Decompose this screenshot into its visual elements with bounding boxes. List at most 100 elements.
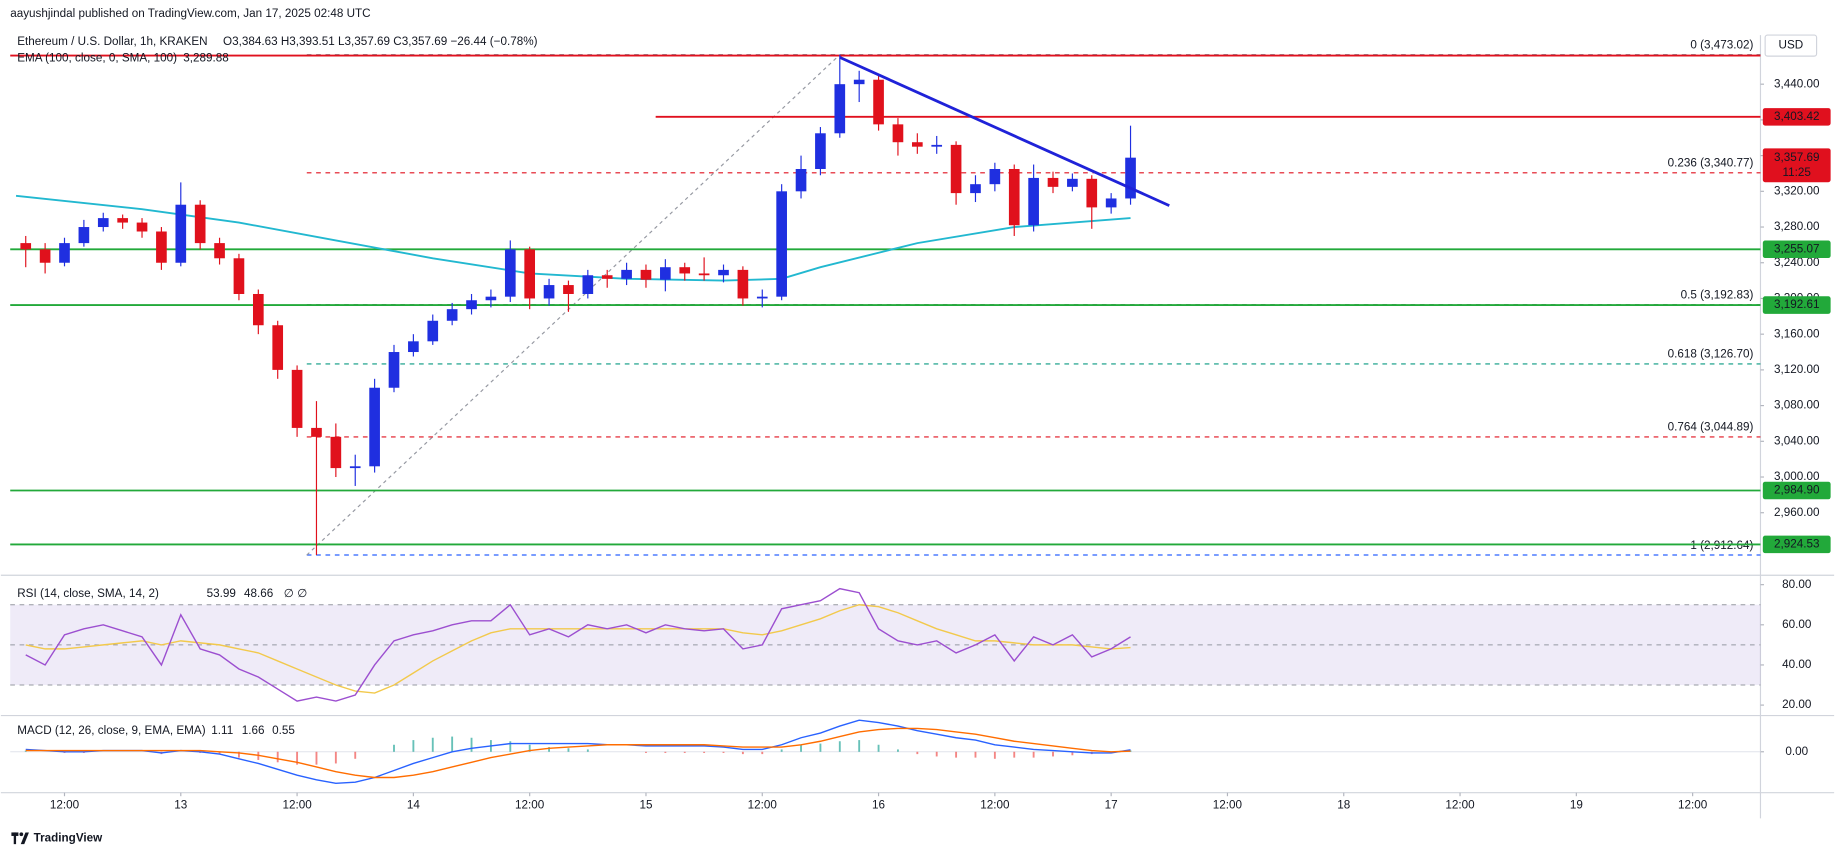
macd-histogram-bar xyxy=(1013,751,1016,758)
candle-body xyxy=(311,427,322,437)
macd-histogram-bar xyxy=(877,744,880,752)
x-tick-label: 14 xyxy=(407,799,421,812)
candle-body xyxy=(853,79,865,85)
rsi-line xyxy=(25,604,1131,694)
candle-body xyxy=(970,184,981,194)
candle-body xyxy=(1105,198,1117,208)
candle-body xyxy=(1067,178,1078,187)
macd-histogram-bar xyxy=(838,741,841,752)
macd-histogram-bar xyxy=(315,751,318,765)
macd-histogram-bar xyxy=(800,744,802,752)
candle-body xyxy=(582,275,594,294)
last-price-box xyxy=(1762,148,1831,183)
pane-value: 48.66 xyxy=(244,587,273,600)
candle-body xyxy=(427,320,439,342)
currency-label: USD xyxy=(1779,39,1804,52)
fib-label: 0 (3,473.02) xyxy=(1690,38,1753,51)
macd-histogram-bar xyxy=(1032,751,1035,758)
macd-histogram-bar xyxy=(586,749,589,752)
price-label-box xyxy=(1762,481,1831,500)
y-tick-label: 40.00 xyxy=(1782,658,1812,671)
candle-body xyxy=(272,325,284,370)
macd-histogram-bar xyxy=(993,751,996,759)
candle-body xyxy=(601,275,613,279)
candle-body xyxy=(621,269,632,279)
fib-label: 0.5 (3,192.83) xyxy=(1681,289,1754,302)
candle-body xyxy=(252,293,264,326)
x-tick-label: 12:00 xyxy=(282,799,312,812)
candle-body xyxy=(737,269,749,299)
candle-body xyxy=(1125,157,1136,199)
macd-histogram-bar xyxy=(722,751,725,753)
brand-logo xyxy=(11,832,29,845)
y-tick-label: 0.00 xyxy=(1785,745,1808,758)
pane-value: 1.11 xyxy=(211,724,233,737)
y-tick-label: 3,000.00 xyxy=(1774,470,1820,483)
pane-value: 53.99 xyxy=(207,587,236,600)
candle-body xyxy=(291,369,303,428)
candle-body xyxy=(349,466,361,469)
macd-histogram-bar xyxy=(470,737,473,752)
candle-body xyxy=(504,249,516,297)
candle-body xyxy=(563,285,574,294)
candle-body xyxy=(194,204,206,244)
candle-body xyxy=(776,191,787,297)
candle-body xyxy=(20,243,32,250)
macd-histogram-bar xyxy=(393,744,395,752)
candle-body xyxy=(524,249,536,299)
macd-histogram-bar xyxy=(334,751,337,764)
last-price-label: 3,357.69 xyxy=(1774,151,1820,164)
macd-histogram-bar xyxy=(354,751,357,759)
candle-body xyxy=(950,144,962,194)
candle-body xyxy=(718,269,729,276)
x-tick-label: 12:00 xyxy=(515,799,545,812)
y-tick-label: 80.00 xyxy=(1782,578,1812,591)
candle-body xyxy=(175,204,187,263)
x-tick-label: 12:00 xyxy=(1213,799,1243,812)
x-tick-label: 13 xyxy=(174,799,187,812)
pane-value: 0.55 xyxy=(272,724,295,737)
macd-histogram-bar xyxy=(703,751,706,753)
y-tick-label: 3,320.00 xyxy=(1774,184,1820,197)
macd-histogram-bar xyxy=(858,740,861,752)
x-tick-label: 12:00 xyxy=(1678,799,1708,812)
chart-layer: 12:00 13 12:00 14 12:00 15 12:00 16 12:00 17 12:00… xyxy=(0,34,1835,819)
price-label: 3,192.61 xyxy=(1774,298,1820,311)
macd-line xyxy=(25,727,1131,779)
candle-body xyxy=(815,133,826,169)
candle-body xyxy=(156,231,167,263)
macd-histogram-bar xyxy=(451,736,454,752)
pane-title: RSI (14, close, SMA, 14, 2) xyxy=(17,587,159,600)
macd-histogram-bar xyxy=(761,751,764,755)
candle-body xyxy=(989,168,1001,185)
macd-histogram-bar xyxy=(296,751,299,765)
price-label-box xyxy=(1762,240,1831,259)
trendline xyxy=(839,56,1170,207)
pane-value: 1.66 xyxy=(242,724,265,737)
y-tick-label: 2,960.00 xyxy=(1774,506,1820,519)
candle-body xyxy=(756,296,768,299)
x-tick-label: 12:00 xyxy=(50,799,80,812)
macd-histogram-bar xyxy=(780,749,783,752)
candle-body xyxy=(485,296,497,301)
fib-label: 0.236 (3,340.77) xyxy=(1668,157,1754,170)
macd-histogram-bar xyxy=(567,748,570,752)
candle-body xyxy=(446,309,458,321)
candle-body xyxy=(698,273,710,276)
macd-histogram-bar xyxy=(645,751,647,753)
candle-body xyxy=(1008,168,1020,226)
macd-histogram-bar xyxy=(819,743,822,752)
countdown-label: 11:25 xyxy=(1783,166,1812,179)
macd-histogram-bar xyxy=(509,741,512,752)
y-tick-label: 3,280.00 xyxy=(1774,220,1820,233)
price-label: 2,984.90 xyxy=(1774,484,1820,497)
macd-histogram-bar xyxy=(528,744,531,752)
price-label: 3,255.07 xyxy=(1774,242,1820,255)
x-tick-label: 18 xyxy=(1337,799,1350,812)
y-tick-label: 3,080.00 xyxy=(1774,399,1820,412)
fib-label: 0.618 (3,126.70) xyxy=(1668,348,1754,361)
y-tick-label: 20.00 xyxy=(1782,698,1812,711)
candle-body xyxy=(931,144,943,147)
candle-body xyxy=(408,341,419,353)
